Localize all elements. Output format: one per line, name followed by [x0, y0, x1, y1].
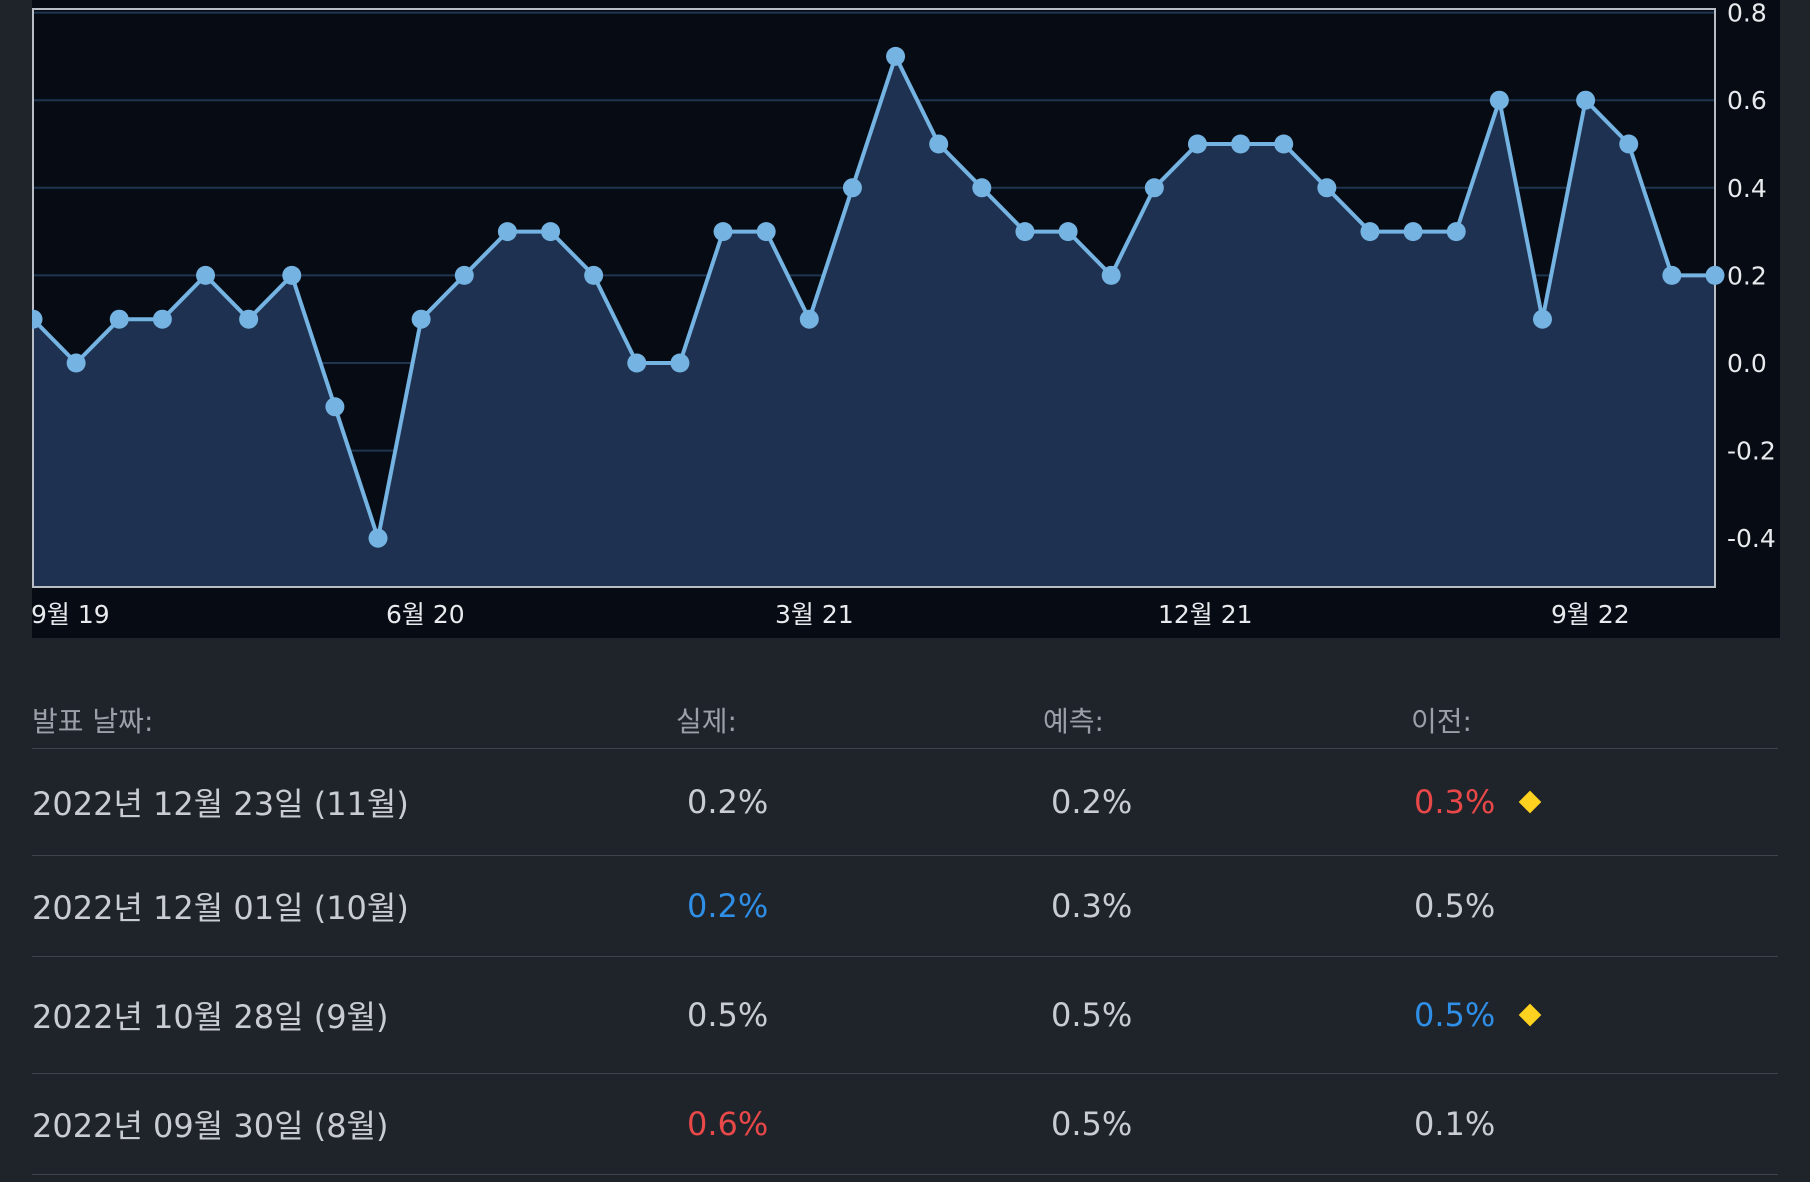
y-tick-label: 0.2: [1727, 261, 1767, 290]
date-cell: 2022년 10월 28일 (9월): [32, 998, 389, 1036]
data-point: [325, 397, 345, 417]
previous-cell: 0.5%: [1414, 887, 1496, 925]
data-point: [1317, 178, 1337, 198]
plot-frame: [32, 8, 1716, 588]
y-tick-label: -0.2: [1727, 437, 1776, 466]
forecast-cell: 0.2%: [1051, 783, 1133, 821]
data-point: [1403, 222, 1423, 242]
y-tick-label: 0.8: [1727, 0, 1767, 28]
data-point: [929, 134, 949, 154]
data-point: [1360, 222, 1380, 242]
previous-cell: 0.1%: [1414, 1105, 1496, 1143]
data-point: [1015, 222, 1035, 242]
x-tick-label: 6월 20: [386, 600, 465, 629]
header-actual: 실제:: [676, 705, 737, 738]
data-point: [886, 46, 906, 66]
data-point: [1144, 178, 1164, 198]
y-tick-label: -0.4: [1727, 524, 1776, 553]
data-point: [541, 222, 561, 242]
forecast-cell: 0.3%: [1051, 887, 1133, 925]
release-history-table: 발표 날짜: 실제: 예측: 이전: 2022년 12월 23일 (11월) 0.…: [32, 672, 1778, 1175]
actual-cell: 0.5%: [687, 996, 769, 1034]
data-point: [1231, 134, 1251, 154]
data-point: [32, 309, 43, 329]
data-point: [1058, 222, 1078, 242]
previous-cell: 0.5%: [1414, 996, 1496, 1034]
table-row: 2022년 12월 01일 (10월) 0.2% 0.3% 0.5%: [32, 856, 1778, 957]
header-forecast: 예측:: [1043, 705, 1104, 738]
x-tick-label: 3월 21: [775, 600, 854, 629]
data-point: [1705, 265, 1725, 285]
data-point: [282, 265, 302, 285]
date-cell: 2022년 09월 30일 (8월): [32, 1107, 389, 1145]
data-point: [454, 265, 474, 285]
data-point: [1187, 134, 1207, 154]
actual-cell: 0.2%: [687, 887, 769, 925]
diamond-icon[interactable]: [1518, 790, 1542, 814]
data-point: [1576, 90, 1596, 110]
date-cell: 2022년 12월 23일 (11월): [32, 785, 409, 823]
data-point: [756, 222, 776, 242]
table-header-row: 발표 날짜: 실제: 예측: 이전:: [32, 672, 1778, 749]
data-point: [368, 528, 388, 548]
data-point: [66, 353, 86, 373]
actual-cell: 0.2%: [687, 783, 769, 821]
previous-cell: 0.3%: [1414, 783, 1496, 821]
data-point: [196, 265, 216, 285]
forecast-cell: 0.5%: [1051, 1105, 1133, 1143]
data-point: [152, 309, 172, 329]
data-point: [239, 309, 259, 329]
data-point: [1662, 265, 1682, 285]
y-tick-label: 0.0: [1727, 349, 1767, 378]
data-point: [670, 353, 690, 373]
y-tick-label: 0.6: [1727, 86, 1767, 115]
date-cell: 2022년 12월 01일 (10월): [32, 889, 409, 927]
data-point: [109, 309, 129, 329]
chart-panel: 0.8 0.6 0.4 0.2 0.0 -0.2 -0.4 9월 19 6월 20 3월 21 1…: [32, 0, 1780, 638]
data-point: [411, 309, 431, 329]
forecast-cell: 0.5%: [1051, 996, 1133, 1034]
data-point: [627, 353, 647, 373]
chart-svg: 0.8 0.6 0.4 0.2 0.0 -0.2 -0.4 9월 19 6월 20 3월 21 1…: [32, 0, 1776, 629]
data-point: [972, 178, 992, 198]
x-tick-label: 12월 21: [1158, 600, 1253, 629]
actual-cell: 0.6%: [687, 1105, 769, 1143]
series-area: [33, 56, 1715, 587]
data-point: [1274, 134, 1294, 154]
table-row: 2022년 10월 28일 (9월) 0.5% 0.5% 0.5%: [32, 957, 1778, 1074]
data-point: [1619, 134, 1639, 154]
data-point: [497, 222, 517, 242]
series-line: [32, 54, 1715, 541]
table-row: 2022년 12월 23일 (11월) 0.2% 0.2% 0.3%: [32, 749, 1778, 856]
data-point: [1489, 90, 1509, 110]
data-point: [799, 309, 819, 329]
x-tick-label: 9월 19: [32, 600, 110, 629]
header-release-date: 발표 날짜:: [32, 705, 154, 738]
diamond-icon[interactable]: [1518, 1003, 1542, 1027]
data-point: [1101, 265, 1121, 285]
data-point: [1446, 222, 1466, 242]
y-tick-label: 0.4: [1727, 174, 1767, 203]
data-point: [1532, 309, 1552, 329]
x-tick-label: 9월 22: [1551, 600, 1630, 629]
header-previous: 이전:: [1411, 705, 1472, 738]
data-point: [713, 222, 733, 242]
table-row: 2022년 09월 30일 (8월) 0.6% 0.5% 0.1%: [32, 1074, 1778, 1175]
data-point: [842, 178, 862, 198]
data-point: [584, 265, 604, 285]
